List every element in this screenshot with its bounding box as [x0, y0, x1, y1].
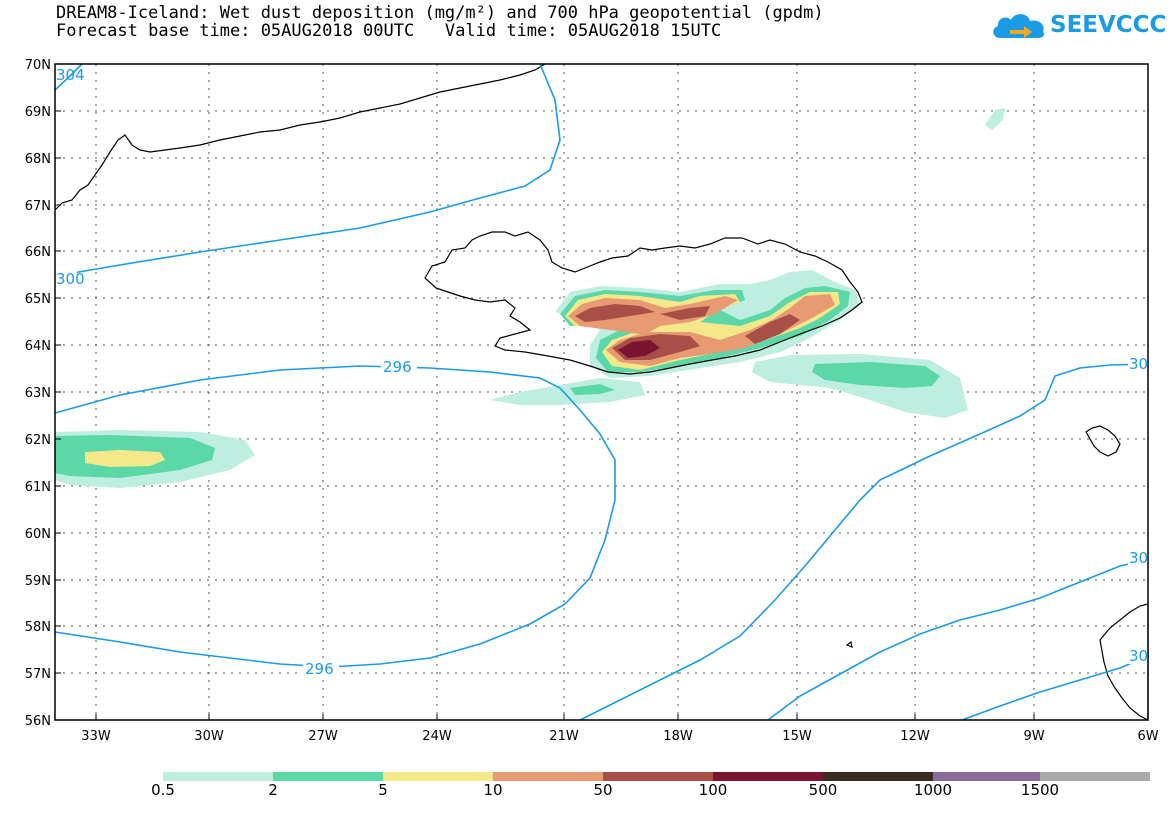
colorbar-label: 10 [483, 781, 503, 799]
coastline-scotland [1099, 603, 1149, 721]
dust-iceland-maroon [618, 340, 660, 358]
coastlines [54, 63, 1149, 721]
contour-296 [54, 365, 616, 668]
lat-label: 67N [25, 199, 51, 214]
lat-label: 60N [25, 527, 51, 542]
contour-label: 296 [305, 660, 334, 678]
longitude-labels: 33W 30W 27W 24W 21W 18W 15W 12W 9W 6W [81, 729, 1158, 744]
colorbar-swatch [603, 772, 713, 781]
dust-patch-sw-green [570, 384, 615, 395]
dust-iceland-brown [575, 304, 655, 322]
contour-label: 304 [56, 66, 85, 84]
contour-300 [54, 63, 561, 277]
lat-label: 57N [25, 667, 51, 682]
seevccc-logo: SEEVCCC [990, 10, 1166, 40]
lat-label: 59N [25, 574, 51, 589]
lon-label: 9W [1023, 729, 1044, 744]
colorbar-label: 500 [808, 781, 838, 799]
dust-deposition-fields [55, 108, 1005, 488]
colorbar-swatch [933, 772, 1040, 781]
colorbar-label: 50 [593, 781, 613, 799]
colorbar-label: 5 [378, 781, 388, 799]
contour-label: 300 [56, 270, 85, 288]
colorbar-swatch [713, 772, 823, 781]
contour-labels: 296 296 304 300 30 30 30 [55, 66, 1148, 678]
dust-patch-sw-light [490, 378, 645, 405]
lon-label: 6W [1137, 729, 1158, 744]
contour-304 [54, 63, 83, 91]
colorbar [163, 772, 1150, 781]
lon-label: 24W [422, 729, 452, 744]
colorbar-swatch [1040, 772, 1150, 781]
coastline-greenland [54, 63, 546, 211]
coastline-iceland [424, 231, 863, 375]
lat-label: 61N [25, 480, 51, 495]
lon-label: 18W [663, 729, 693, 744]
contour-label: 296 [383, 358, 412, 376]
axis-ticks [55, 63, 1035, 720]
lat-label: 63N [25, 386, 51, 401]
logo-text: SEEVCCC [1050, 12, 1167, 38]
cloud-arrow-icon [993, 14, 1045, 38]
colorbar-swatch [383, 772, 493, 781]
colorbar-swatch [273, 772, 383, 781]
contour-300-e [579, 363, 1149, 721]
dust-patch-west-yellow [85, 450, 165, 467]
lat-label: 64N [25, 339, 51, 354]
colorbar-label: 2 [268, 781, 278, 799]
contour-label: 30 [1129, 647, 1148, 665]
lat-label: 70N [25, 58, 51, 73]
geopotential-contours [54, 63, 1149, 721]
colorbar-swatch [493, 772, 603, 781]
latitude-labels: 70N 69N 68N 67N 66N 65N 64N 63N 62N 61N … [25, 58, 51, 729]
coastline-faroes [1085, 425, 1121, 457]
lat-label: 58N [25, 620, 51, 635]
lon-label: 15W [782, 729, 812, 744]
contour-label: 30 [1129, 355, 1148, 373]
contour-304-e [767, 559, 1149, 721]
map-subtitle: Forecast base time: 05AUG2018 00UTC Vali… [56, 21, 722, 41]
dust-iceland-brown3 [745, 314, 800, 344]
contour-label: 30 [1129, 549, 1148, 567]
colorbar-swatch [163, 772, 273, 781]
lat-label: 66N [25, 245, 51, 260]
colorbar-label: 1500 [1020, 781, 1060, 799]
colorbar-swatch [823, 772, 933, 781]
map-title: DREAM8-Iceland: Wet dust deposition (mg/… [56, 3, 824, 23]
lat-label: 56N [25, 714, 51, 729]
lon-label: 33W [81, 729, 111, 744]
lon-label: 12W [900, 729, 930, 744]
coastline-island-small [845, 640, 853, 648]
dust-patch-ne-light [985, 108, 1005, 130]
lat-label: 69N [25, 105, 51, 120]
colorbar-label: 100 [698, 781, 728, 799]
contour-308-e [961, 655, 1149, 721]
colorbar-label: 1000 [913, 781, 953, 799]
dust-iceland-brown4 [660, 306, 710, 320]
lat-label: 68N [25, 152, 51, 167]
lat-label: 62N [25, 433, 51, 448]
dust-patch-east-green [812, 362, 940, 388]
lat-label: 65N [25, 292, 51, 307]
lon-label: 27W [308, 729, 338, 744]
lon-label: 30W [194, 729, 224, 744]
lon-label: 21W [549, 729, 579, 744]
colorbar-label: 0.5 [151, 781, 175, 799]
